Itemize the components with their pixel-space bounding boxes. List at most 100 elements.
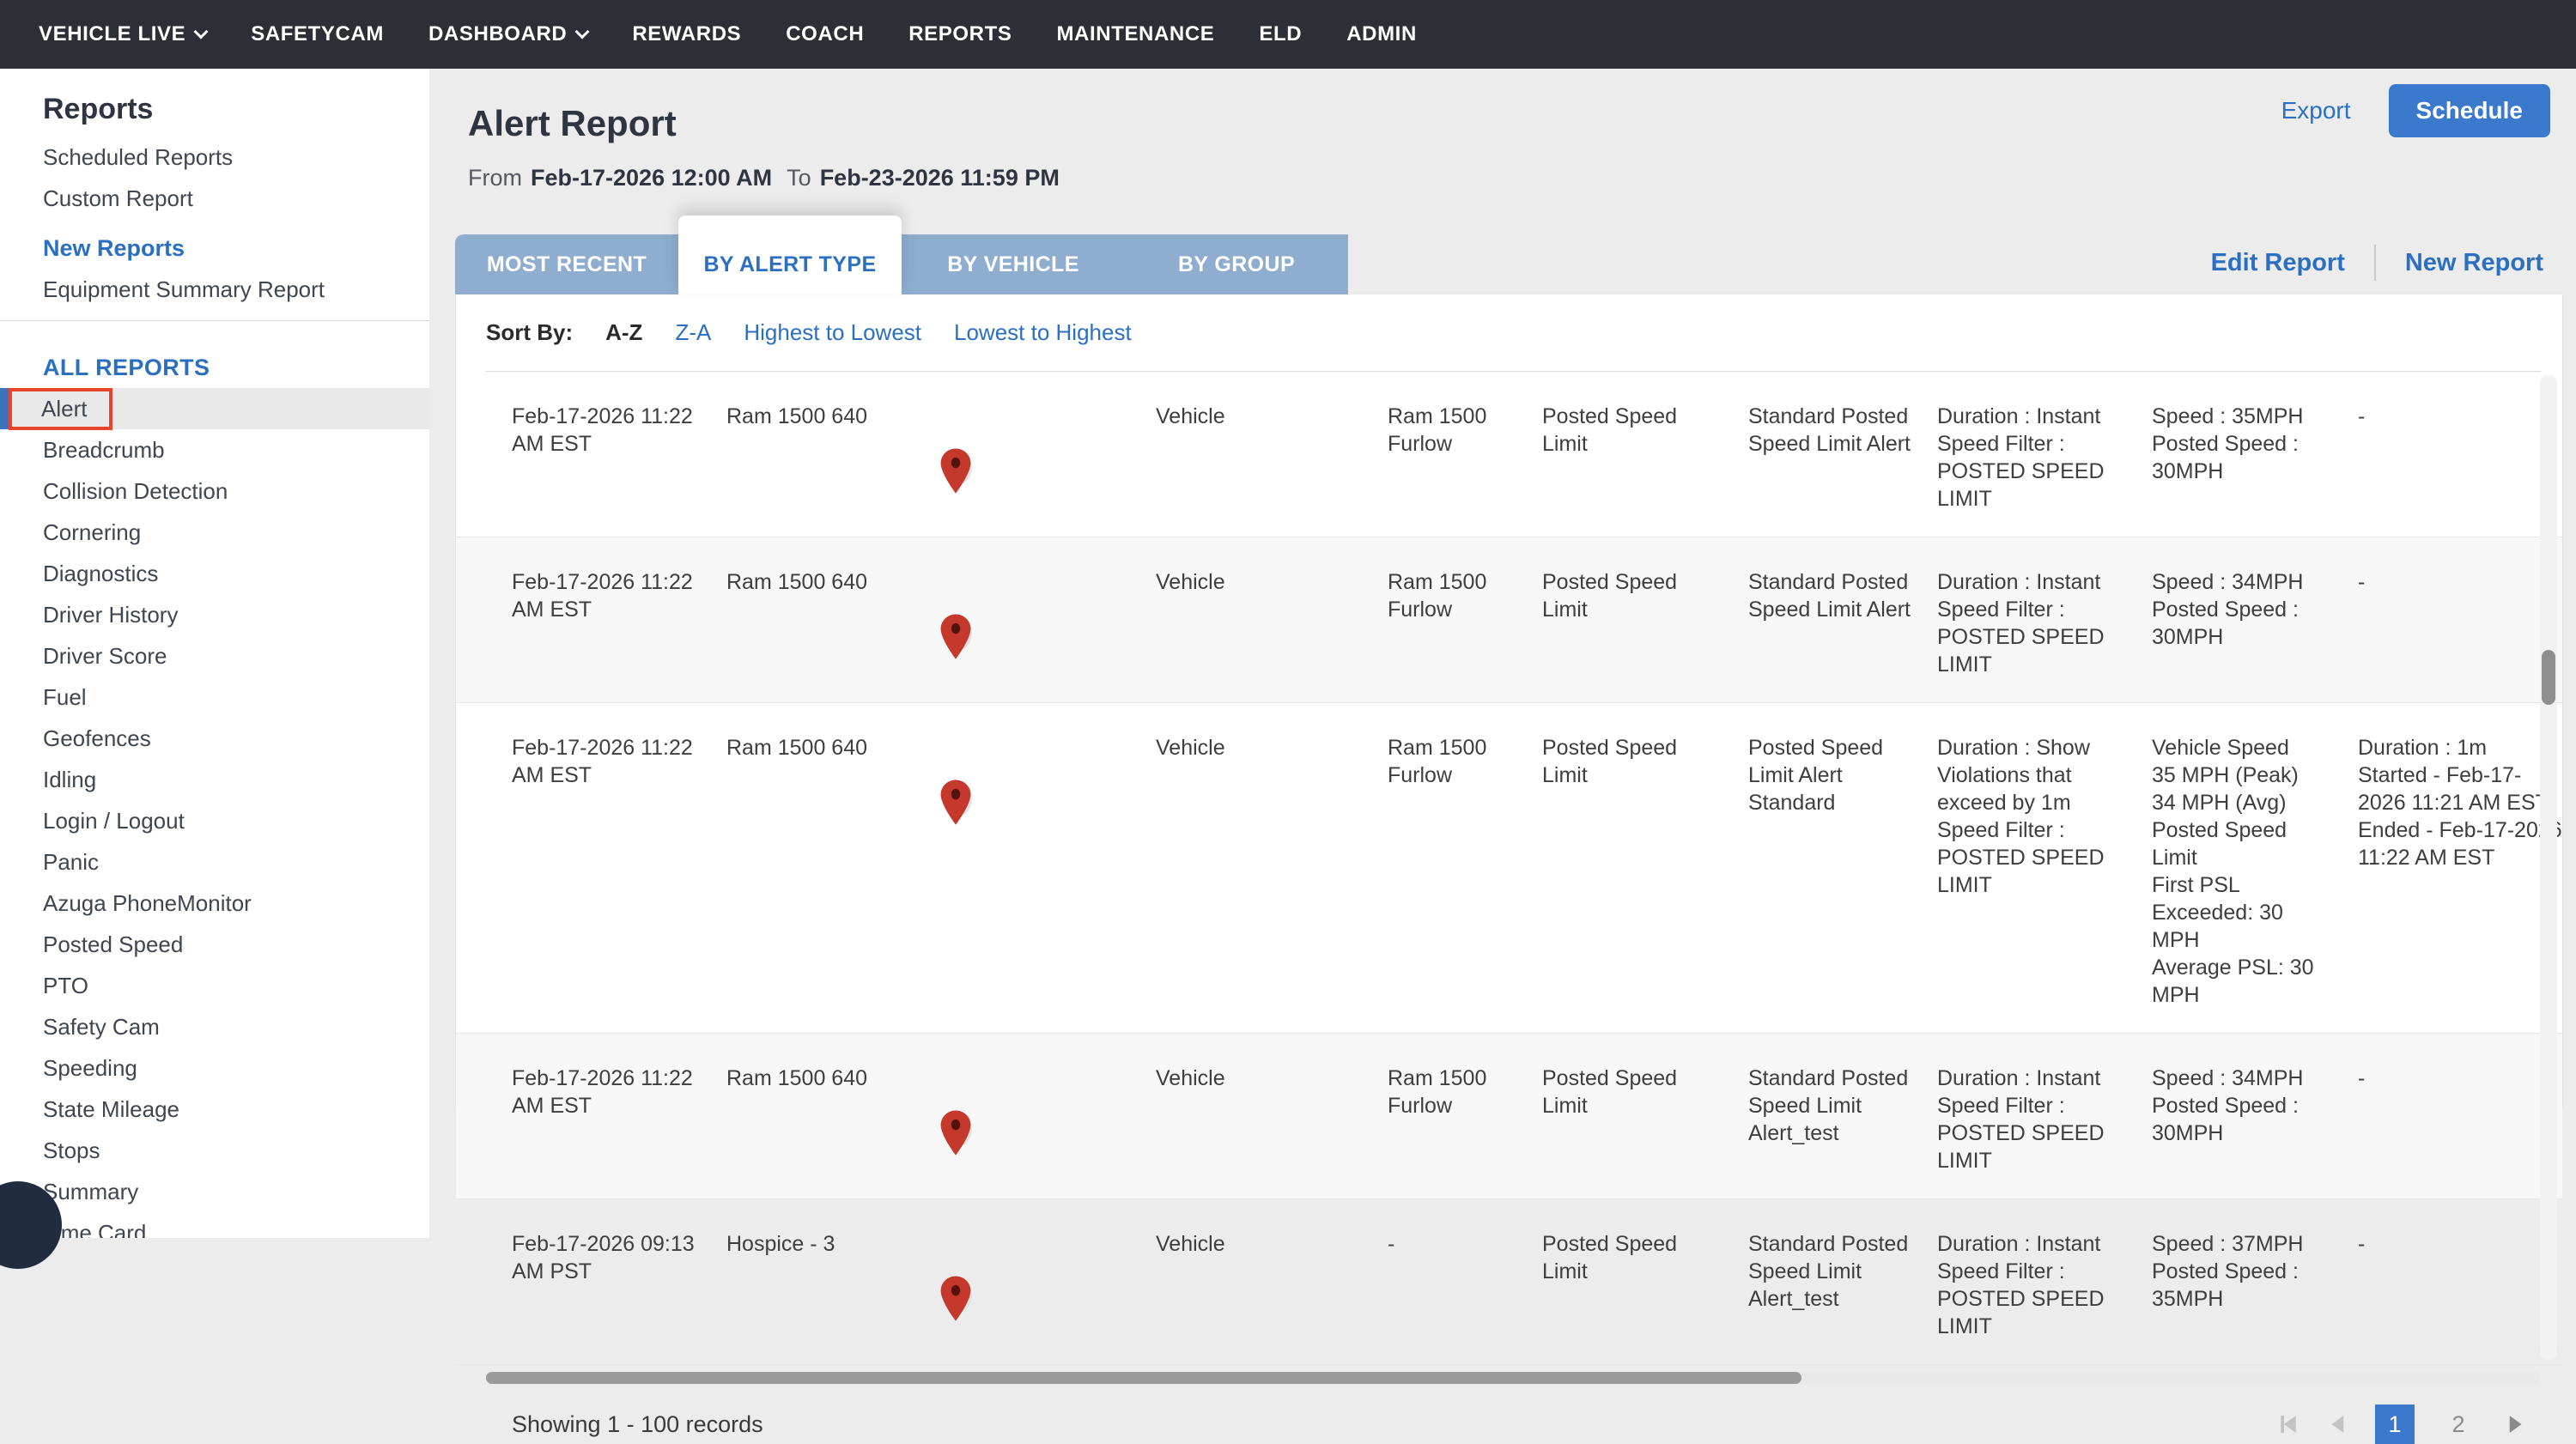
nav-item[interactable]: ELD — [1259, 22, 1302, 46]
cell-asset-name: Ram 1500 Furlow — [1388, 1066, 1487, 1118]
sidebar-item[interactable]: Breadcrumb — [0, 429, 429, 470]
sidebar-item[interactable]: Panic — [0, 841, 429, 883]
sidebar-item[interactable]: Safety Cam — [0, 1006, 429, 1047]
sidebar-item[interactable]: Alert — [0, 387, 429, 430]
cell-vehicle: Ram 1500 640 — [726, 736, 868, 760]
nav-item-label: ADMIN — [1346, 22, 1417, 46]
tab[interactable]: BY VEHICLE — [902, 234, 1125, 294]
table-row[interactable]: Feb-17-2026 11:22 AM EST Ram 1500 640 Ve… — [456, 1034, 2562, 1199]
tab[interactable]: BY GROUP — [1125, 234, 1348, 294]
edit-report-link[interactable]: Edit Report — [2210, 248, 2345, 276]
table-row[interactable]: Feb-17-2026 11:22 AM EST Ram 1500 640 Ve… — [456, 703, 2562, 1034]
table-row[interactable]: Feb-17-2026 09:13 AM PST Hospice - 3 Veh… — [456, 1199, 2562, 1365]
first-page-button[interactable] — [2275, 1411, 2301, 1437]
report-panel: Sort By: A-Z Z-A Highest to Lowest Lowes… — [455, 294, 2563, 1444]
horizontal-scrollbar-thumb[interactable] — [486, 1372, 1801, 1384]
cell-vehicle: Hospice - 3 — [726, 1232, 835, 1256]
sidebar-item[interactable]: Driver History — [0, 594, 429, 635]
nav-item[interactable]: SAFETYCAM — [251, 22, 384, 46]
cell-location — [933, 734, 1156, 1009]
sort-option[interactable]: Z-A — [675, 319, 712, 345]
cell-details: Duration : Instant Speed Filter : POSTED… — [1937, 1232, 2105, 1338]
sidebar-all-reports-link[interactable]: ALL REPORTS — [43, 355, 210, 380]
sidebar-item-label: Breadcrumb — [43, 436, 165, 463]
map-pin-icon[interactable] — [936, 751, 975, 835]
tabs-row: MOST RECENT BY ALERT TYPE BY VEHICLE BY … — [455, 215, 2550, 294]
sidebar-item-label: Summary — [43, 1178, 139, 1204]
nav-item[interactable]: COACH — [786, 22, 864, 46]
cell-asset-name: - — [1388, 1232, 1395, 1256]
cell-details: Duration : Instant Speed Filter : POSTED… — [1937, 1066, 2105, 1173]
sort-bar: Sort By: A-Z Z-A Highest to Lowest Lowes… — [486, 294, 2541, 372]
sidebar-item[interactable]: Stops — [0, 1130, 429, 1171]
sidebar-item[interactable]: Geofences — [0, 718, 429, 759]
sort-option[interactable]: A-Z — [605, 319, 643, 345]
cell-location — [933, 1230, 1156, 1340]
sort-option[interactable]: Highest to Lowest — [744, 319, 922, 345]
sidebar-item[interactable]: Diagnostics — [0, 553, 429, 594]
sidebar-item-label: Diagnostics — [43, 560, 159, 586]
map-pin-icon[interactable] — [936, 1082, 975, 1166]
sidebar-item[interactable]: Speeding — [0, 1047, 429, 1089]
nav-item[interactable]: DASHBOARD — [428, 22, 590, 46]
tab[interactable]: MOST RECENT — [455, 234, 678, 294]
sidebar-link[interactable]: Custom Report — [43, 185, 193, 211]
sidebar-item[interactable]: Fuel — [0, 676, 429, 718]
nav-item[interactable]: VEHICLE LIVE — [39, 22, 209, 46]
sidebar-link[interactable]: Scheduled Reports — [43, 144, 234, 170]
horizontal-scrollbar[interactable] — [486, 1372, 2541, 1384]
map-pin-icon[interactable] — [936, 1247, 975, 1332]
sidebar-item-label: Login / Logout — [43, 807, 185, 834]
nav-item-label: MAINTENANCE — [1056, 22, 1215, 46]
new-report-link[interactable]: New Report — [2404, 248, 2543, 276]
page-number[interactable]: 2 — [2451, 1411, 2465, 1437]
nav-item[interactable]: REPORTS — [908, 22, 1012, 46]
sidebar-item[interactable]: Azuga PhoneMonitor — [0, 883, 429, 924]
map-pin-icon[interactable] — [936, 420, 975, 504]
page-number[interactable]: 1 — [2375, 1405, 2415, 1444]
vertical-scrollbar-thumb[interactable] — [2542, 650, 2555, 705]
cell-vehicle: Ram 1500 640 — [726, 1066, 868, 1090]
sidebar-link[interactable]: Equipment Summary Report — [43, 276, 325, 302]
sort-option[interactable]: Lowest to Highest — [954, 319, 1132, 345]
header-actions: Export Schedule — [2281, 84, 2550, 137]
records-summary: Showing 1 - 100 records — [512, 1411, 763, 1437]
nav-item[interactable]: MAINTENANCE — [1056, 22, 1214, 46]
table-row[interactable]: Feb-17-2026 11:22 AM EST Ram 1500 640 Ve… — [456, 537, 2562, 703]
sidebar-item[interactable]: Time Card — [0, 1212, 429, 1239]
cell-asset-name: Ram 1500 Furlow — [1388, 404, 1487, 456]
map-pin-icon[interactable] — [936, 585, 975, 670]
cell-alert-name: Standard Posted Speed Limit Alert_test — [1748, 1066, 1909, 1145]
nav-item-label: REPORTS — [908, 22, 1012, 46]
sidebar-item-label: Safety Cam — [43, 1013, 160, 1040]
cell-alert-type: Posted Speed Limit — [1542, 404, 1678, 456]
nav-item-label: COACH — [786, 22, 865, 46]
sidebar-item[interactable]: PTO — [0, 965, 429, 1006]
sidebar-item[interactable]: Cornering — [0, 512, 429, 553]
next-page-button[interactable] — [2502, 1411, 2528, 1437]
sidebar-item[interactable]: Summary — [0, 1171, 429, 1212]
sidebar-item-label: Driver Score — [43, 642, 167, 669]
table-row[interactable]: Feb-17-2026 11:22 AM EST Ram 1500 640 Ve… — [456, 372, 2562, 537]
cell-duration: - — [2358, 1232, 2366, 1256]
sidebar-item-label: Cornering — [43, 519, 142, 545]
links-divider — [2373, 245, 2376, 281]
sidebar-divider — [0, 320, 429, 321]
sidebar-item[interactable]: Idling — [0, 759, 429, 800]
vertical-scrollbar[interactable] — [2540, 375, 2557, 1360]
from-date: Feb-17-2026 12:00 AM — [531, 165, 773, 191]
sidebar-item[interactable]: Login / Logout — [0, 800, 429, 841]
nav-item[interactable]: ADMIN — [1346, 22, 1417, 46]
cell-alert-name: Posted Speed Limit Alert Standard — [1748, 736, 1884, 815]
sidebar-new-reports-link[interactable]: New Reports — [43, 235, 185, 261]
prev-page-button[interactable] — [2325, 1411, 2351, 1437]
sidebar-item[interactable]: Driver Score — [0, 635, 429, 676]
schedule-button[interactable]: Schedule — [2388, 84, 2550, 137]
nav-item[interactable]: REWARDS — [632, 22, 741, 46]
sidebar-item[interactable]: State Mileage — [0, 1089, 429, 1130]
sidebar-item[interactable]: Posted Speed — [0, 924, 429, 965]
tab[interactable]: BY ALERT TYPE — [678, 215, 902, 294]
export-link[interactable]: Export — [2281, 97, 2351, 124]
sidebar-item-label: State Mileage — [43, 1095, 179, 1122]
sidebar-item[interactable]: Collision Detection — [0, 470, 429, 512]
